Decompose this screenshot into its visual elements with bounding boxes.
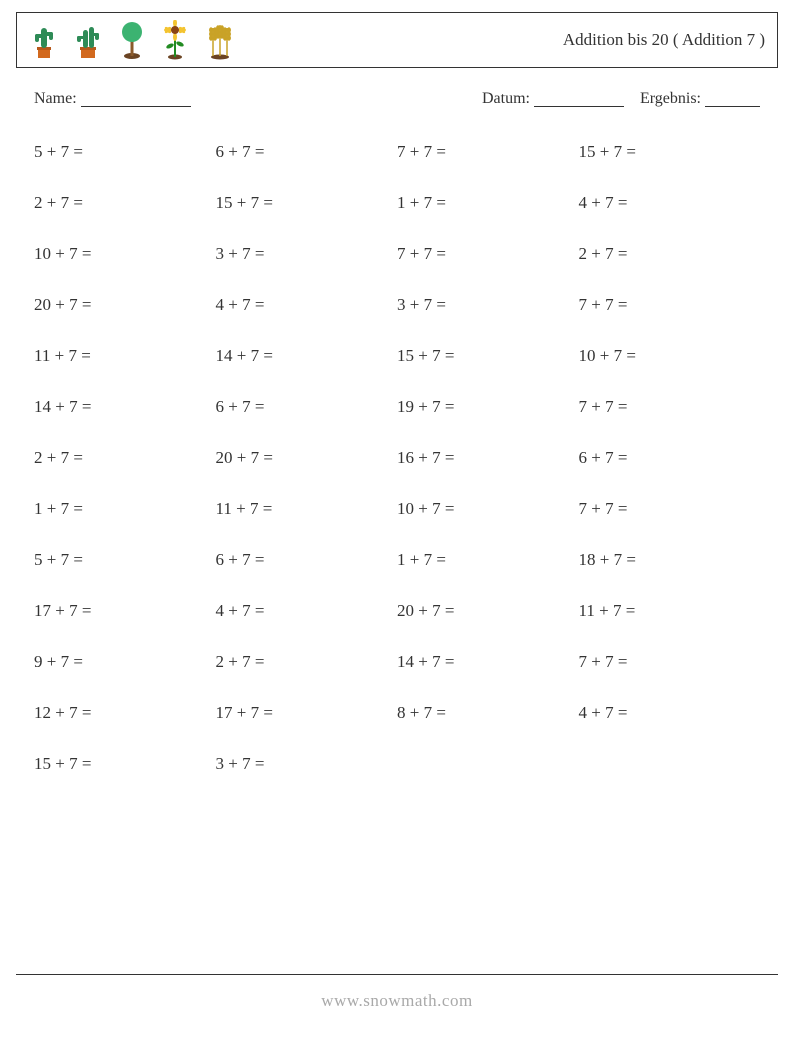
problem-cell: 2 + 7 =: [34, 448, 216, 468]
sunflower-icon: [161, 20, 189, 60]
problem-cell: 15 + 7 =: [216, 193, 398, 213]
problem-cell: [579, 754, 761, 774]
problem-cell: 10 + 7 =: [579, 346, 761, 366]
problem-cell: 11 + 7 =: [579, 601, 761, 621]
problem-cell: 19 + 7 =: [397, 397, 579, 417]
problem-cell: 1 + 7 =: [34, 499, 216, 519]
problem-cell: 15 + 7 =: [397, 346, 579, 366]
problem-cell: 7 + 7 =: [579, 652, 761, 672]
worksheet-title: Addition bis 20 ( Addition 7 ): [563, 30, 765, 50]
problem-cell: 3 + 7 =: [216, 244, 398, 264]
footer-divider: [16, 974, 778, 975]
double-cactus-icon: [73, 22, 103, 60]
problem-cell: 6 + 7 =: [216, 550, 398, 570]
result-blank: [705, 90, 760, 107]
problem-cell: 20 + 7 =: [216, 448, 398, 468]
meta-row: Name: Datum: Ergebnis:: [34, 90, 760, 108]
problem-row: 17 + 7 =4 + 7 =20 + 7 =11 + 7 =: [34, 601, 760, 621]
header-box: Addition bis 20 ( Addition 7 ): [16, 12, 778, 68]
problem-cell: 14 + 7 =: [216, 346, 398, 366]
problem-row: 11 + 7 =14 + 7 =15 + 7 =10 + 7 =: [34, 346, 760, 366]
problem-cell: 11 + 7 =: [34, 346, 216, 366]
problem-cell: 1 + 7 =: [397, 550, 579, 570]
problem-row: 2 + 7 =15 + 7 =1 + 7 =4 + 7 =: [34, 193, 760, 213]
problem-row: 15 + 7 =3 + 7 =: [34, 754, 760, 774]
problem-row: 10 + 7 =3 + 7 =7 + 7 =2 + 7 =: [34, 244, 760, 264]
problem-row: 20 + 7 =4 + 7 =3 + 7 =7 + 7 =: [34, 295, 760, 315]
problem-row: 9 + 7 =2 + 7 =14 + 7 =7 + 7 =: [34, 652, 760, 672]
header-icons: [29, 20, 237, 60]
name-label: Name:: [34, 90, 77, 108]
problem-row: 5 + 7 =6 + 7 =7 + 7 =15 + 7 =: [34, 142, 760, 162]
problem-cell: 7 + 7 =: [579, 397, 761, 417]
problem-cell: 17 + 7 =: [34, 601, 216, 621]
problem-cell: 6 + 7 =: [216, 397, 398, 417]
wheat-icon: [203, 20, 237, 60]
problem-cell: 10 + 7 =: [397, 499, 579, 519]
problem-cell: 10 + 7 =: [34, 244, 216, 264]
problem-cell: 2 + 7 =: [34, 193, 216, 213]
problem-cell: 14 + 7 =: [397, 652, 579, 672]
problem-cell: 4 + 7 =: [579, 703, 761, 723]
problem-row: 14 + 7 =6 + 7 =19 + 7 =7 + 7 =: [34, 397, 760, 417]
problem-row: 1 + 7 =11 + 7 =10 + 7 =7 + 7 =: [34, 499, 760, 519]
problem-cell: 7 + 7 =: [579, 499, 761, 519]
problem-cell: 8 + 7 =: [397, 703, 579, 723]
problem-row: 2 + 7 =20 + 7 =16 + 7 =6 + 7 =: [34, 448, 760, 468]
problem-cell: 3 + 7 =: [216, 754, 398, 774]
problem-cell: 4 + 7 =: [216, 601, 398, 621]
problem-cell: 2 + 7 =: [216, 652, 398, 672]
problem-row: 12 + 7 =17 + 7 =8 + 7 =4 + 7 =: [34, 703, 760, 723]
problem-cell: 6 + 7 =: [216, 142, 398, 162]
problem-cell: 15 + 7 =: [34, 754, 216, 774]
problem-grid: 5 + 7 =6 + 7 =7 + 7 =15 + 7 =2 + 7 =15 +…: [34, 142, 760, 774]
problem-cell: 20 + 7 =: [34, 295, 216, 315]
topiary-icon: [117, 20, 147, 60]
problem-cell: 14 + 7 =: [34, 397, 216, 417]
problem-cell: 5 + 7 =: [34, 142, 216, 162]
problem-cell: 16 + 7 =: [397, 448, 579, 468]
problem-cell: 9 + 7 =: [34, 652, 216, 672]
problem-cell: 3 + 7 =: [397, 295, 579, 315]
name-blank: [81, 90, 191, 107]
problem-cell: 20 + 7 =: [397, 601, 579, 621]
problem-cell: [397, 754, 579, 774]
problem-cell: 7 + 7 =: [397, 244, 579, 264]
problem-cell: 15 + 7 =: [579, 142, 761, 162]
problem-cell: 4 + 7 =: [216, 295, 398, 315]
problem-cell: 4 + 7 =: [579, 193, 761, 213]
problem-cell: 11 + 7 =: [216, 499, 398, 519]
result-label: Ergebnis:: [640, 90, 701, 108]
problem-cell: 2 + 7 =: [579, 244, 761, 264]
problem-cell: 6 + 7 =: [579, 448, 761, 468]
problem-cell: 12 + 7 =: [34, 703, 216, 723]
problem-cell: 7 + 7 =: [397, 142, 579, 162]
problem-cell: 1 + 7 =: [397, 193, 579, 213]
problem-cell: 17 + 7 =: [216, 703, 398, 723]
problem-cell: 18 + 7 =: [579, 550, 761, 570]
problem-row: 5 + 7 =6 + 7 =1 + 7 =18 + 7 =: [34, 550, 760, 570]
cactus-icon: [29, 22, 59, 60]
problem-cell: 5 + 7 =: [34, 550, 216, 570]
problem-cell: 7 + 7 =: [579, 295, 761, 315]
footer-text: www.snowmath.com: [0, 991, 794, 1011]
date-label: Datum:: [482, 90, 530, 108]
date-blank: [534, 90, 624, 107]
